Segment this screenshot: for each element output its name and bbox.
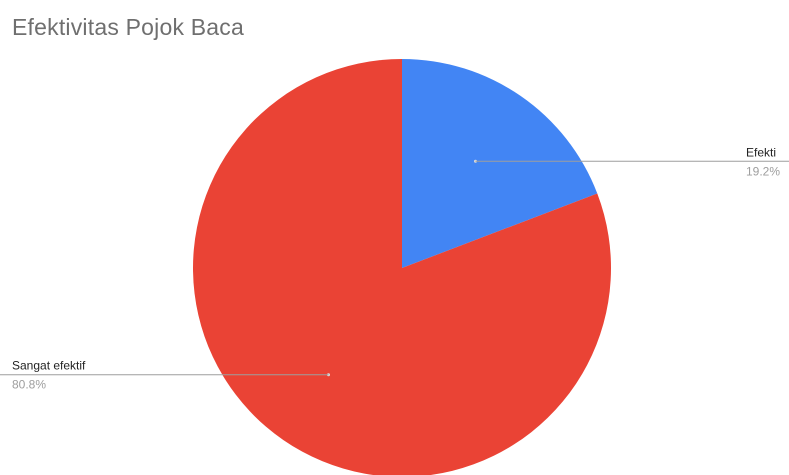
chart-title: Efektivitas Pojok Baca bbox=[12, 14, 244, 40]
pie-slices bbox=[193, 59, 611, 475]
slice-value-label: 80.8% bbox=[12, 378, 46, 392]
pie-labels: Efekti 19.2% Sangat efektif 80.8% bbox=[0, 145, 789, 392]
slice-label: Efekti bbox=[746, 145, 776, 159]
pie-slice-efektif[interactable] bbox=[402, 59, 598, 268]
slice-value-label: 19.2% bbox=[746, 164, 780, 178]
slice-label: Sangat efektif bbox=[12, 359, 86, 373]
pie-slice-sangat-efektif[interactable] bbox=[193, 59, 611, 475]
